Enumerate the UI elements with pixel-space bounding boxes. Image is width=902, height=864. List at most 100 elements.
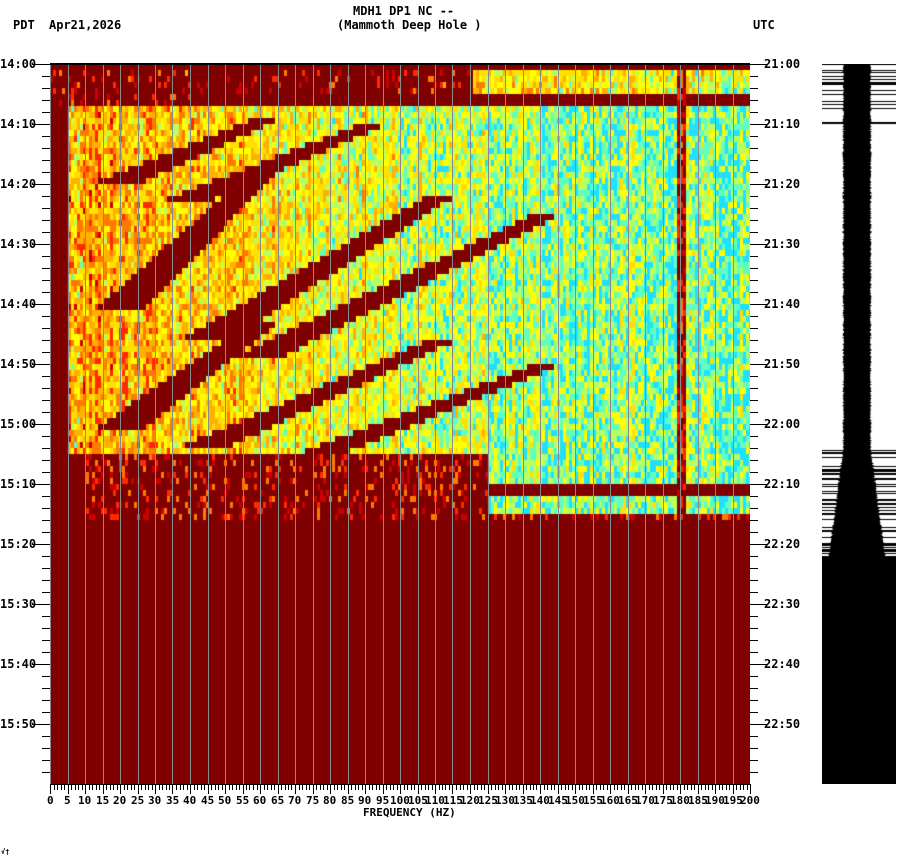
x-tick bbox=[351, 784, 352, 790]
x-tick-label: 190 bbox=[705, 794, 725, 807]
left-tick bbox=[42, 616, 50, 617]
x-tick bbox=[575, 784, 576, 794]
grid-line bbox=[470, 64, 471, 784]
x-tick bbox=[372, 784, 373, 790]
seismogram-trace bbox=[822, 64, 896, 784]
left-tick bbox=[42, 760, 50, 761]
x-tick-label: 130 bbox=[495, 794, 515, 807]
x-tick-label: 30 bbox=[148, 794, 162, 807]
right-tick bbox=[750, 520, 758, 521]
x-tick bbox=[407, 784, 408, 790]
left-tick bbox=[42, 496, 50, 497]
x-tick bbox=[652, 784, 653, 790]
x-tick bbox=[565, 784, 566, 790]
right-tick bbox=[750, 340, 758, 341]
x-tick bbox=[341, 784, 342, 790]
right-tick bbox=[750, 436, 758, 437]
x-tick bbox=[215, 784, 216, 790]
x-tick bbox=[127, 784, 128, 790]
left-tick bbox=[42, 628, 50, 629]
x-tick bbox=[302, 784, 303, 790]
x-tick bbox=[260, 784, 261, 794]
x-tick bbox=[348, 784, 349, 794]
grid-line bbox=[260, 64, 261, 784]
x-tick bbox=[638, 784, 639, 790]
x-tick bbox=[288, 784, 289, 790]
grid-line bbox=[330, 64, 331, 784]
right-time-label: 21:50 bbox=[764, 357, 801, 371]
x-tick bbox=[670, 784, 671, 790]
grid-line bbox=[435, 64, 436, 784]
grid-line bbox=[85, 64, 86, 784]
x-tick-label: 20 bbox=[113, 794, 127, 807]
right-tick bbox=[750, 640, 758, 641]
x-tick bbox=[715, 784, 716, 794]
x-tick bbox=[474, 784, 475, 790]
x-tick bbox=[169, 784, 170, 790]
x-tick bbox=[78, 784, 79, 790]
x-tick-label: 90 bbox=[358, 794, 372, 807]
x-tick bbox=[477, 784, 478, 790]
x-tick-label: 100 bbox=[390, 794, 410, 807]
x-tick-label: 115 bbox=[443, 794, 463, 807]
x-tick bbox=[498, 784, 499, 790]
x-tick bbox=[694, 784, 695, 790]
x-tick bbox=[313, 784, 314, 794]
x-tick bbox=[656, 784, 657, 790]
x-tick-label: 25 bbox=[131, 794, 145, 807]
left-tick bbox=[42, 652, 50, 653]
right-tick bbox=[750, 568, 758, 569]
right-tick bbox=[750, 400, 758, 401]
x-tick bbox=[663, 784, 664, 794]
right-tick bbox=[750, 700, 758, 701]
x-tick bbox=[239, 784, 240, 790]
x-tick bbox=[649, 784, 650, 790]
x-tick bbox=[740, 784, 741, 790]
right-tick bbox=[750, 424, 768, 425]
x-tick bbox=[236, 784, 237, 790]
left-tick bbox=[42, 772, 50, 773]
x-tick bbox=[54, 784, 55, 790]
left-tick bbox=[32, 724, 50, 725]
x-tick-label: 85 bbox=[341, 794, 355, 807]
right-tick bbox=[750, 748, 758, 749]
left-time-label: 15:10 bbox=[0, 477, 37, 491]
grid-line bbox=[68, 64, 69, 784]
x-tick-label: 80 bbox=[323, 794, 337, 807]
left-tick bbox=[42, 280, 50, 281]
x-tick bbox=[316, 784, 317, 790]
x-tick bbox=[369, 784, 370, 790]
x-tick bbox=[64, 784, 65, 790]
left-tick bbox=[42, 388, 50, 389]
x-tick bbox=[691, 784, 692, 790]
x-tick bbox=[505, 784, 506, 794]
x-tick bbox=[92, 784, 93, 790]
x-tick bbox=[512, 784, 513, 790]
right-tick bbox=[750, 508, 758, 509]
grid-line bbox=[523, 64, 524, 784]
grid-line bbox=[190, 64, 191, 784]
left-tick bbox=[42, 76, 50, 77]
left-tick bbox=[42, 472, 50, 473]
x-tick-label: 140 bbox=[530, 794, 550, 807]
grid-line bbox=[698, 64, 699, 784]
x-tick bbox=[750, 784, 751, 794]
right-tick bbox=[750, 364, 768, 365]
left-tick bbox=[42, 232, 50, 233]
x-tick bbox=[607, 784, 608, 790]
x-tick bbox=[187, 784, 188, 790]
x-tick bbox=[425, 784, 426, 790]
x-tick-label: 145 bbox=[548, 794, 568, 807]
left-tick bbox=[42, 712, 50, 713]
x-tick bbox=[712, 784, 713, 790]
x-tick bbox=[89, 784, 90, 790]
x-tick bbox=[572, 784, 573, 790]
x-tick bbox=[152, 784, 153, 790]
x-tick-label: 120 bbox=[460, 794, 480, 807]
x-tick bbox=[362, 784, 363, 790]
right-tick bbox=[750, 532, 758, 533]
right-tick bbox=[750, 112, 758, 113]
x-tick-label: 185 bbox=[688, 794, 708, 807]
x-tick bbox=[113, 784, 114, 790]
x-tick bbox=[166, 784, 167, 790]
